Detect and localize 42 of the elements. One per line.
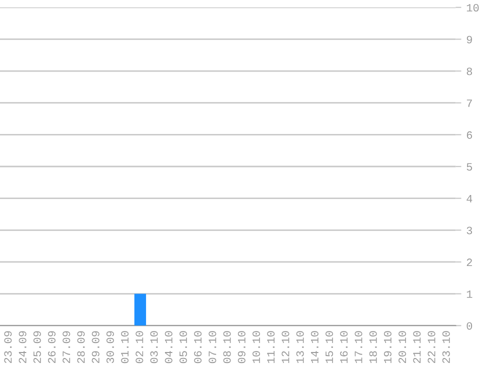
x-tick-label: 06.10 xyxy=(194,331,202,364)
x-tick-label: 15.10 xyxy=(326,331,334,363)
x-tick-label: 04.10 xyxy=(164,331,172,364)
x-tick-label: 16.10 xyxy=(340,331,348,363)
y-tick-label: 7 xyxy=(466,100,472,107)
x-tick-label: 29.09 xyxy=(92,331,100,364)
x-tick-label: 23.10 xyxy=(442,331,450,364)
x-tick-label: 18.10 xyxy=(369,331,377,363)
x-tick-label: 02.10 xyxy=(136,331,144,364)
y-tick-label: 5 xyxy=(466,163,472,171)
x-tick-label: 09.10 xyxy=(238,331,246,364)
y-tick-label: 9 xyxy=(466,36,472,44)
y-tick-label: 10 xyxy=(466,4,479,12)
y-tick-label: 6 xyxy=(466,131,472,139)
x-tick-label: 03.10 xyxy=(150,331,158,364)
y-tick-label: 1 xyxy=(466,290,472,298)
x-tick-label: 28.09 xyxy=(77,331,85,364)
x-tick-label: 26.09 xyxy=(48,331,56,364)
x-tick-label: 24.09 xyxy=(18,331,26,364)
x-tick-label: 01.10 xyxy=(121,331,129,364)
x-tick-label: 30.09 xyxy=(106,331,114,364)
x-tick-label: 08.10 xyxy=(223,331,231,364)
x-tick-label: 22.10 xyxy=(428,331,436,364)
y-tick-label: 0 xyxy=(466,322,472,330)
x-tick-label: 19.10 xyxy=(384,331,392,363)
x-tick-label: 17.10 xyxy=(354,331,362,363)
y-tick-label: 3 xyxy=(466,226,472,234)
x-tick-label: 11.10 xyxy=(267,331,275,363)
x-tick-label: 13.10 xyxy=(296,331,304,363)
x-tick-label: 07.10 xyxy=(208,331,216,364)
x-tick-label: 05.10 xyxy=(179,331,188,364)
y-tick-label: 8 xyxy=(466,68,472,76)
x-tick-label: 23.09 xyxy=(4,331,12,364)
x-tick-label: 14.10 xyxy=(310,331,318,363)
x-tick-label: 27.09 xyxy=(62,331,70,364)
x-tick-label: 21.10 xyxy=(413,331,421,364)
x-tick-label: 20.10 xyxy=(398,331,406,364)
x-tick-label: 10.10 xyxy=(252,331,260,363)
x-tick-label: 12.10 xyxy=(282,331,290,363)
y-tick-label: 4 xyxy=(466,195,472,202)
x-tick-label: 25.09 xyxy=(33,331,41,364)
y-tick-label: 2 xyxy=(466,258,472,266)
